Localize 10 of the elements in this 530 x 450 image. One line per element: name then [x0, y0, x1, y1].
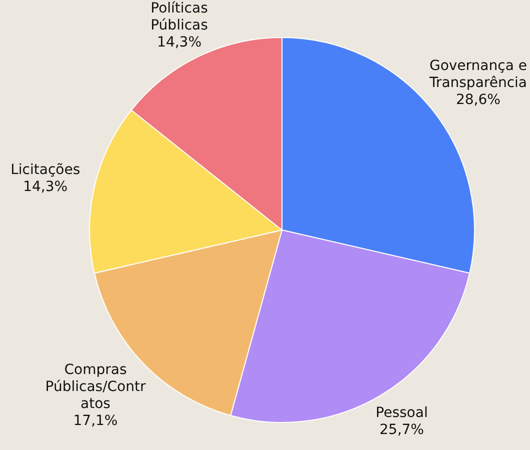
data-label: 25,7%: [380, 422, 424, 438]
data-label: 14,3%: [157, 34, 202, 51]
slice-label: Políticas Públicas: [150, 0, 208, 34]
slice-label: Pessoal: [376, 404, 428, 421]
data-label: 14,3%: [23, 178, 68, 195]
slice-label: Licitações: [10, 162, 80, 178]
data-label: 28,6%: [456, 92, 500, 108]
slice-label: Compras Públicas/Contratos: [45, 362, 146, 412]
data-label: 17,1%: [73, 412, 118, 429]
slice-label: Governança e Transparência: [428, 58, 527, 91]
